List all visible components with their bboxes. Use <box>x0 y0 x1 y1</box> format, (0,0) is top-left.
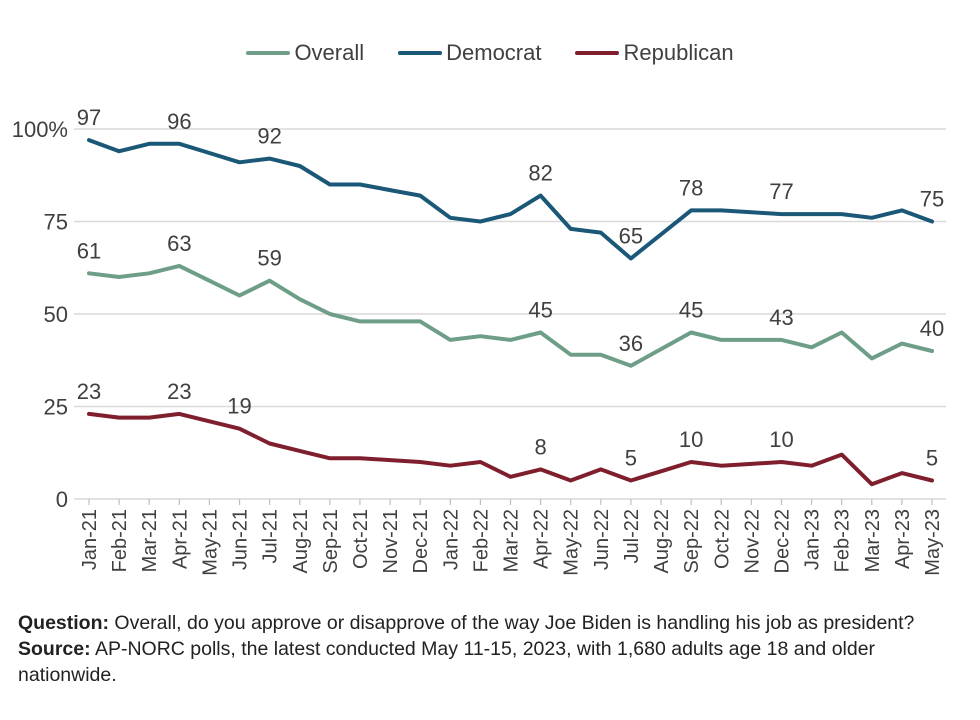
x-tick-label: Jan-21 <box>79 509 101 570</box>
data-label-democrat: 65 <box>619 224 643 249</box>
data-label-overall: 59 <box>257 246 281 271</box>
data-label-overall: 61 <box>77 238 101 263</box>
data-label-democrat: 75 <box>920 187 944 212</box>
y-tick-label: 50 <box>44 302 68 327</box>
data-label-overall: 43 <box>769 305 793 330</box>
data-label-republican: 23 <box>167 379 191 404</box>
x-tick-label: Aug-22 <box>651 509 673 574</box>
x-tick-label: Jun-22 <box>591 509 613 570</box>
x-tick-label: Apr-22 <box>531 509 553 569</box>
legend-item-republican: Republican <box>575 40 734 66</box>
x-tick-label: Jul-21 <box>260 509 282 563</box>
legend-swatch-overall <box>246 51 291 55</box>
y-tick-label: 0 <box>56 487 68 512</box>
data-label-democrat: 97 <box>77 105 101 130</box>
x-tick-label: May-23 <box>922 509 944 576</box>
legend-label-democrat: Democrat <box>446 40 542 65</box>
x-tick-label: Dec-21 <box>410 509 432 573</box>
data-label-overall: 63 <box>167 231 191 256</box>
legend-swatch-democrat <box>398 51 443 55</box>
x-tick-label: Mar-21 <box>139 509 161 572</box>
x-tick-label: Feb-23 <box>832 509 854 572</box>
question-note: Question: Overall, do you approve or dis… <box>18 610 958 636</box>
data-label-republican: 5 <box>926 446 938 471</box>
x-tick-label: May-21 <box>199 509 221 576</box>
data-label-republican: 8 <box>534 434 546 459</box>
y-tick-label: 100% <box>12 117 68 142</box>
x-tick-label: Apr-23 <box>892 509 914 569</box>
data-label-republican: 10 <box>679 427 703 452</box>
x-tick-label: Mar-22 <box>501 509 523 572</box>
legend-item-overall: Overall <box>246 40 364 66</box>
source-text: AP-NORC polls, the latest conducted May … <box>18 638 876 686</box>
series-line-republican <box>87 411 934 487</box>
x-tick-label: Sep-22 <box>681 509 703 574</box>
source-label: Source: <box>18 638 91 660</box>
data-label-democrat: 92 <box>257 124 281 149</box>
x-tick-label: Oct-21 <box>350 509 372 569</box>
x-tick-label: Feb-21 <box>109 509 131 572</box>
chart-legend: Overall Democrat Republican <box>0 40 980 66</box>
data-label-democrat: 82 <box>528 161 552 186</box>
x-tick-label: Nov-22 <box>741 509 763 573</box>
legend-label-overall: Overall <box>294 40 365 65</box>
x-tick-label: May-22 <box>561 509 583 576</box>
x-tick-label: Sep-21 <box>320 509 342 574</box>
series-line-democrat <box>87 138 934 261</box>
x-tick-label: Oct-22 <box>711 509 733 569</box>
x-tick-label: Mar-23 <box>862 509 884 572</box>
source-note: Source: AP-NORC polls, the latest conduc… <box>18 636 958 688</box>
x-tick-label: Dec-22 <box>771 509 793 573</box>
question-label: Question: <box>18 612 109 634</box>
series-line-overall <box>87 263 934 368</box>
data-label-democrat: 77 <box>769 179 793 204</box>
x-tick-label: Jan-23 <box>802 509 824 570</box>
x-tick-label: Apr-21 <box>169 509 191 569</box>
y-tick-label: 75 <box>44 210 68 235</box>
data-label-democrat: 78 <box>679 175 703 200</box>
data-label-republican: 23 <box>77 379 101 404</box>
y-tick-label: 25 <box>44 395 68 420</box>
x-tick-label: Nov-21 <box>380 509 402 573</box>
x-tick-label: Aug-21 <box>290 509 312 574</box>
data-label-republican: 19 <box>227 394 251 419</box>
data-label-overall: 40 <box>920 316 944 341</box>
line-chart: 0 25 50 75 100% Jan-21 Feb-21 Mar-21 Apr-21 May-2… <box>12 105 946 576</box>
data-label-republican: 5 <box>625 446 637 471</box>
x-tick-label: Jan-22 <box>440 509 462 570</box>
x-tick-label: Jun-21 <box>230 509 252 570</box>
chart-notes: Question: Overall, do you approve or dis… <box>18 610 958 688</box>
data-label-republican: 10 <box>769 427 793 452</box>
legend-swatch-republican <box>575 51 620 55</box>
question-text: Overall, do you approve or disapprove of… <box>109 612 915 634</box>
x-tick-label: Feb-22 <box>470 509 492 572</box>
legend-label-republican: Republican <box>623 40 734 65</box>
data-label-overall: 45 <box>679 298 703 323</box>
data-label-democrat: 96 <box>167 109 191 134</box>
legend-item-democrat: Democrat <box>398 40 541 66</box>
x-tick-label: Jul-22 <box>621 509 643 563</box>
data-label-overall: 36 <box>619 331 643 356</box>
data-label-overall: 45 <box>528 298 552 323</box>
